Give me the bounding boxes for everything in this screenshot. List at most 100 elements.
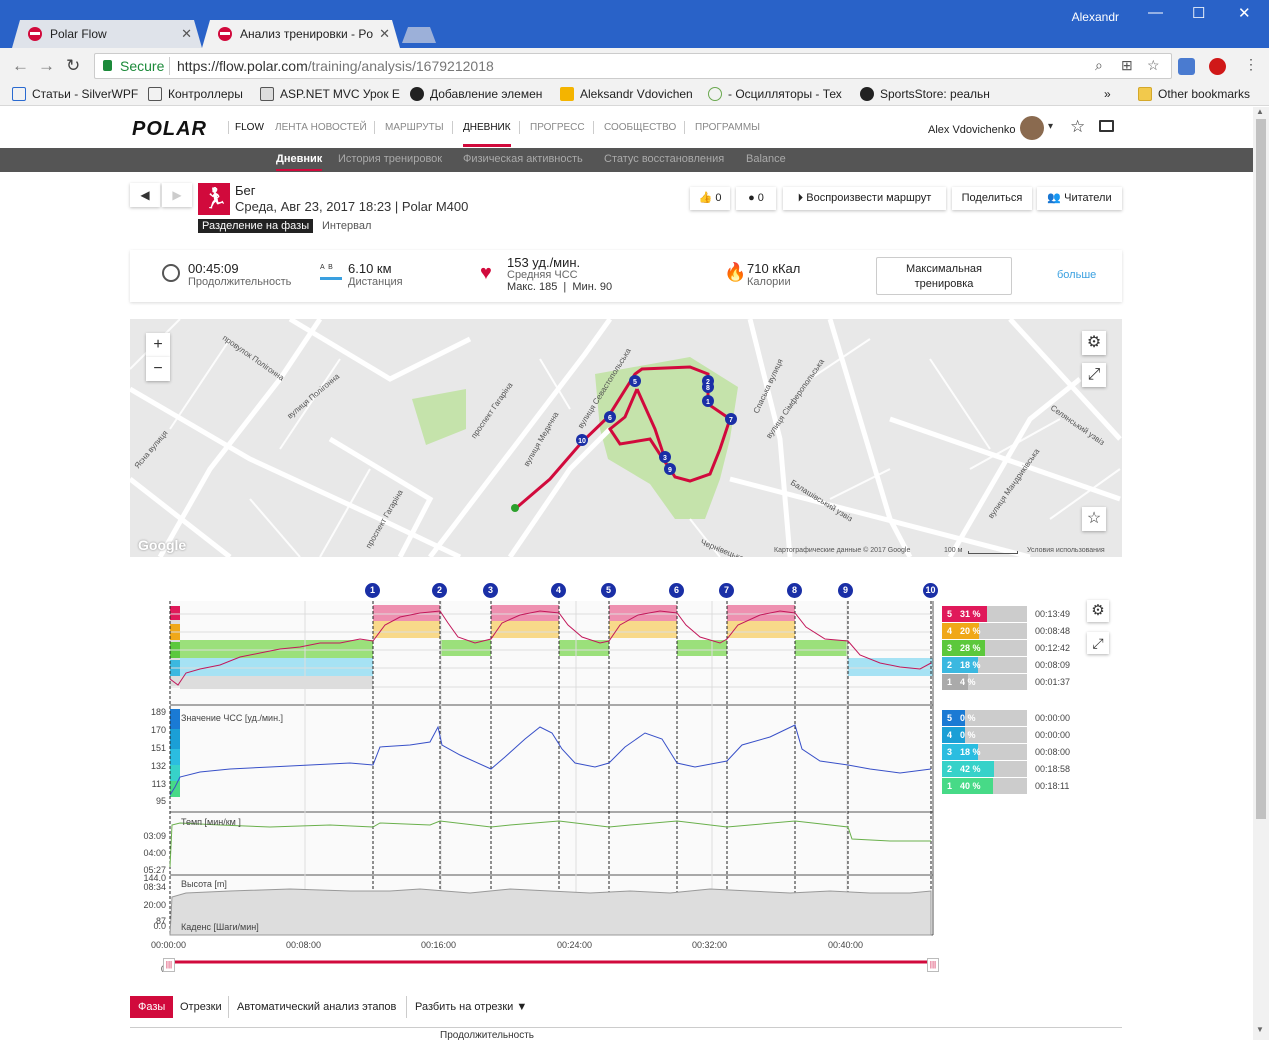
extension-icon[interactable]	[1178, 58, 1195, 75]
scroll-down-icon[interactable]: ▼	[1256, 1025, 1264, 1034]
map-favorite-star-icon[interactable]: ☆	[1082, 507, 1106, 531]
scale-bar	[968, 551, 1018, 554]
chart-phase-marker[interactable]: 1	[365, 583, 380, 598]
subnav-activity[interactable]: Физическая активность	[463, 153, 583, 165]
zone-number: 2	[942, 657, 957, 673]
maximize-button[interactable]: ☐	[1192, 5, 1206, 22]
tab-phases[interactable]: Фазы	[130, 996, 174, 1018]
nav-routes[interactable]: МАРШРУТЫ	[385, 122, 444, 133]
tab-close-icon[interactable]: ✕	[181, 26, 192, 41]
zone-number: 3	[942, 744, 957, 760]
play-route-button[interactable]: ⏵ Воспроизвести маршрут	[783, 187, 946, 210]
page-scrollbar[interactable]: ▲ ▼	[1253, 107, 1269, 1040]
messages-icon[interactable]	[1099, 120, 1114, 132]
other-bookmarks[interactable]: Other bookmarks	[1138, 87, 1250, 101]
share-button[interactable]: Поделиться	[952, 187, 1032, 210]
nav-community[interactable]: СООБЩЕСТВО	[604, 122, 677, 133]
address-bar-row: ← → ↻ Secure https://flow.polar.com/trai…	[0, 48, 1269, 84]
adblock-icon[interactable]	[1209, 58, 1226, 75]
nav-progress[interactable]: ПРОГРЕСС	[530, 122, 585, 133]
zone-time: 00:01:37	[1035, 677, 1071, 687]
bookmark-item[interactable]: Aleksandr Vdovichen	[560, 87, 693, 101]
nav-diary[interactable]: ДНЕВНИК	[463, 122, 511, 147]
like-button[interactable]: 👍 0	[690, 187, 730, 210]
chart-phase-marker[interactable]: 9	[838, 583, 853, 598]
zone-number: 4	[942, 623, 957, 639]
chart-phase-marker[interactable]: 2	[432, 583, 447, 598]
avatar[interactable]	[1020, 116, 1044, 140]
chart-phase-marker[interactable]: 4	[551, 583, 566, 598]
scrollbar-thumb[interactable]	[1256, 119, 1266, 819]
chart-phase-marker[interactable]: 6	[669, 583, 684, 598]
zoom-in-button[interactable]: +	[146, 333, 170, 357]
chart-phase-marker[interactable]: 7	[719, 583, 734, 598]
zoom-out-button[interactable]: −	[146, 357, 170, 381]
close-window-button[interactable]: ✕	[1238, 5, 1251, 22]
chart-phase-marker[interactable]: 5	[601, 583, 616, 598]
bookmark-item[interactable]: Добавление элемен	[410, 87, 542, 101]
omnibox[interactable]: Secure https://flow.polar.com/training/a…	[94, 53, 1172, 79]
hr-label: Средняя ЧСС	[507, 269, 578, 281]
tab-polar-flow[interactable]: Polar Flow ✕	[12, 20, 202, 48]
menu-icon[interactable]: ⋮	[1244, 56, 1258, 72]
tab-training-analysis[interactable]: Анализ тренировки - Po ✕	[202, 20, 400, 48]
lock-icon	[103, 60, 112, 71]
zone-number: 1	[942, 674, 957, 690]
bookmark-item[interactable]: ASP.NET MVC Урок Е	[260, 87, 400, 101]
user-name[interactable]: Alex Vdovichenko	[928, 124, 1016, 136]
favorites-star-icon[interactable]: ☆	[1070, 117, 1086, 136]
chart-phase-marker[interactable]: 3	[483, 583, 498, 598]
chart-phase-marker[interactable]: 10	[923, 583, 938, 598]
subnav-balance[interactable]: Balance	[746, 153, 786, 165]
minimize-button[interactable]: —	[1148, 4, 1163, 21]
prev-exercise-button[interactable]: ◀	[130, 183, 160, 207]
bookmark-item[interactable]: SportsStore: реальн	[860, 87, 990, 101]
chart-settings-gear-icon[interactable]: ⚙	[1087, 600, 1109, 622]
tab-laps[interactable]: Отрезки	[180, 1001, 222, 1013]
chart-fullscreen-icon[interactable]: ⤢	[1087, 632, 1109, 654]
bookmark-item[interactable]: Контроллеры	[148, 87, 243, 101]
url-text[interactable]: https://flow.polar.com/training/analysis…	[177, 58, 494, 74]
subnav-recovery[interactable]: Статус восстановления	[604, 153, 725, 165]
tab-split[interactable]: Разбить на отрезки ▼	[406, 996, 527, 1018]
more-link[interactable]: больше	[1057, 269, 1097, 281]
bookmark-item[interactable]: Статьи - SilverWPF	[12, 87, 138, 101]
subnav-diary[interactable]: Дневник	[276, 153, 323, 171]
bookmarks-overflow[interactable]: »	[1104, 87, 1111, 101]
bookmark-item[interactable]: - Осцилляторы - Тех	[708, 87, 842, 101]
tab-close-icon[interactable]: ✕	[379, 26, 390, 41]
user-menu-caret-icon[interactable]: ▾	[1048, 121, 1054, 132]
fullscreen-icon[interactable]: ⤢	[1082, 363, 1106, 387]
nav-programs[interactable]: ПРОГРАММЫ	[695, 122, 761, 133]
bookmark-star-icon[interactable]: ☆	[1147, 57, 1160, 73]
zone-percent: 0 %	[957, 727, 976, 743]
comment-button[interactable]: ● 0	[736, 187, 776, 210]
translate-icon[interactable]: ⊞	[1121, 57, 1133, 73]
reload-icon[interactable]: ↻	[66, 56, 81, 75]
range-start-handle[interactable]: |||	[163, 958, 175, 972]
zone-time: 00:12:42	[1035, 643, 1071, 653]
profile-name[interactable]: Alexandr	[1071, 10, 1119, 24]
nav-flow[interactable]: FLOW	[235, 122, 264, 133]
forward-icon[interactable]: →	[38, 56, 55, 75]
map-settings-gear-icon[interactable]: ⚙	[1082, 331, 1106, 355]
page: POLAR FLOW ЛЕНТА НОВОСТЕЙ МАРШРУТЫ ДНЕВН…	[0, 107, 1253, 1040]
zoom-icon[interactable]: ⌕	[1095, 57, 1103, 73]
sport-name: Бег	[235, 183, 256, 198]
range-end-handle[interactable]: |||	[927, 958, 939, 972]
training-benefit-button[interactable]: Максимальная тренировка	[876, 257, 1012, 295]
nav-feed[interactable]: ЛЕНТА НОВОСТЕЙ	[275, 122, 367, 133]
hr-tick: 113	[151, 779, 166, 789]
chart-phase-marker[interactable]: 8	[787, 583, 802, 598]
polar-logo[interactable]: POLAR	[132, 118, 207, 140]
back-icon[interactable]: ←	[12, 56, 29, 75]
new-tab-button[interactable]	[402, 27, 436, 43]
hr-tick: 170	[150, 725, 166, 735]
route-map[interactable]: 5 2 8 1 7 6 3 9 10 провулок Полігонна ву…	[130, 319, 1122, 557]
subnav-history[interactable]: История тренировок	[338, 153, 443, 165]
next-exercise-button[interactable]: ▶	[162, 183, 192, 207]
readers-button[interactable]: 👥 Читатели	[1037, 187, 1122, 210]
tab-auto-laps[interactable]: Автоматический анализ этапов	[228, 996, 396, 1018]
scroll-up-icon[interactable]: ▲	[1256, 107, 1264, 116]
map-terms-link[interactable]: Условия использования	[1027, 547, 1105, 554]
